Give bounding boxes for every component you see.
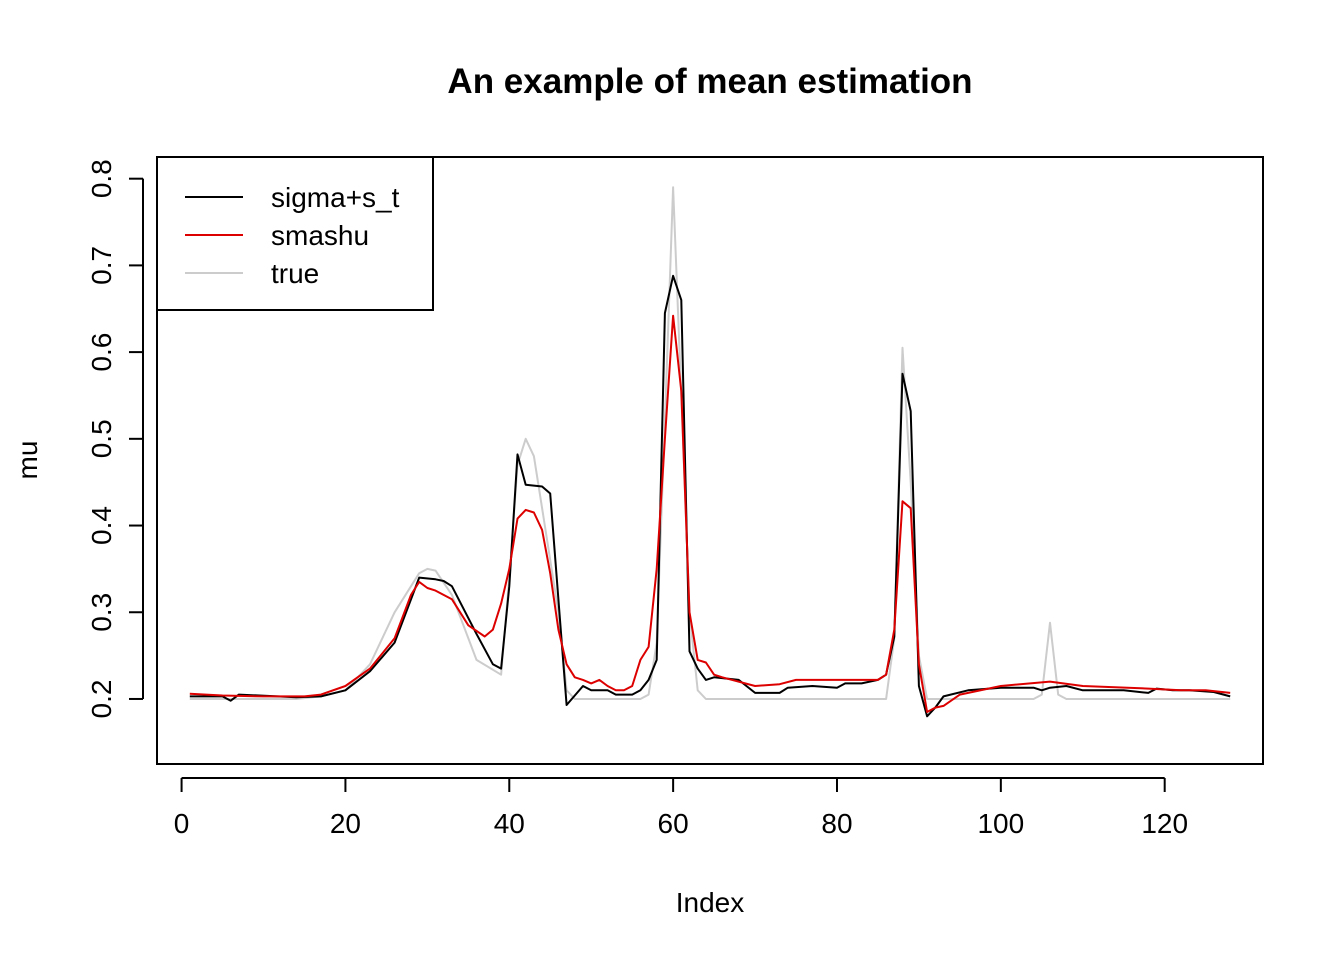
x-tick-label: 100	[977, 808, 1024, 839]
y-tick-label: 0.6	[86, 333, 117, 372]
y-tick-label: 0.7	[86, 246, 117, 285]
series-line-sigma-s-t	[189, 274, 1231, 718]
legend-label-sigma-s-t: sigma+s_t	[271, 182, 400, 213]
y-tick-label: 0.5	[86, 419, 117, 458]
chart-title: An example of mean estimation	[447, 62, 972, 101]
x-tick-label: 60	[658, 808, 689, 839]
legend-box	[156, 156, 434, 311]
y-axis-label: mu	[12, 441, 43, 480]
x-tick-label: 0	[174, 808, 190, 839]
series-lines	[189, 186, 1231, 718]
x-tick-label: 80	[821, 808, 852, 839]
series-line-true	[189, 186, 1231, 700]
y-tick-label: 0.2	[86, 680, 117, 719]
y-axis: 0.2 0.3 0.4 0.5 0.6 0.7 0.8	[86, 159, 144, 719]
legend-label-true: true	[271, 258, 319, 289]
y-tick-label: 0.8	[86, 159, 117, 198]
x-tick-label: 40	[494, 808, 525, 839]
x-axis-label: Index	[676, 887, 745, 918]
x-tick-label: 20	[330, 808, 361, 839]
legend-label-smashu: smashu	[271, 220, 369, 251]
y-tick-label: 0.3	[86, 593, 117, 632]
x-tick-label: 120	[1141, 808, 1188, 839]
plot-frame	[156, 156, 1264, 765]
x-axis: 0 20 40 60 80 100 120	[174, 777, 1188, 839]
y-tick-label: 0.4	[86, 506, 117, 545]
series-line-smashu	[189, 314, 1231, 713]
